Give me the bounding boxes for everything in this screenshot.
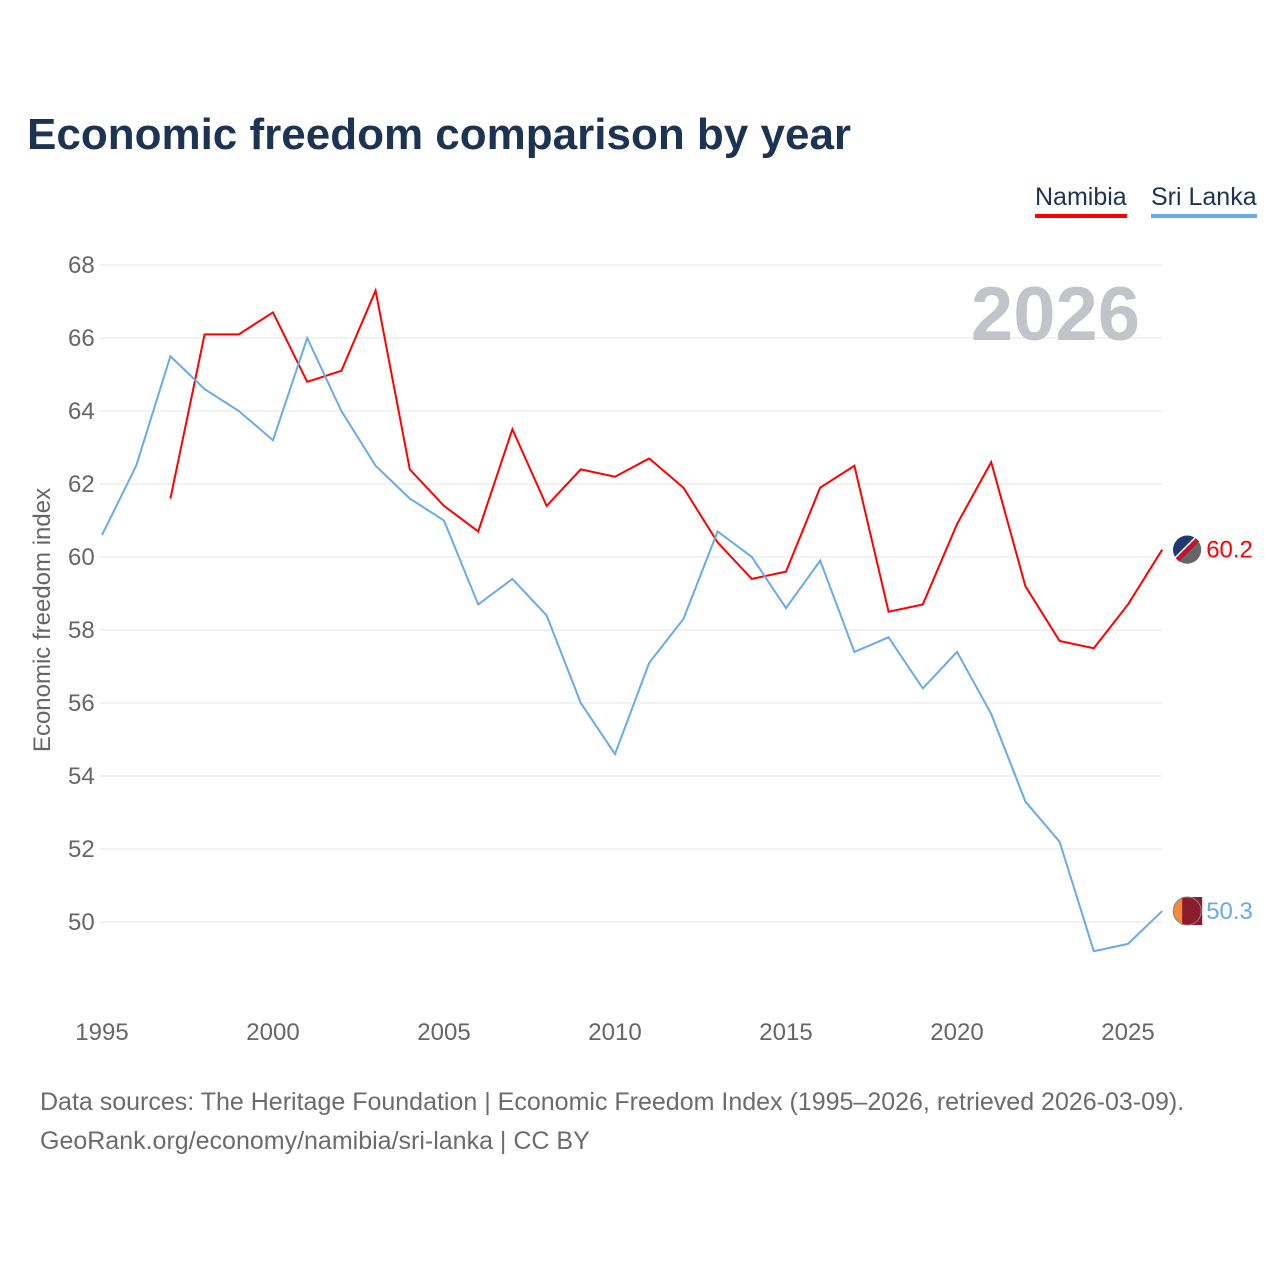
x-tick-label: 2020 (930, 1019, 983, 1046)
y-tick-label: 60 (68, 544, 95, 571)
y-tick-label: 62 (68, 471, 95, 498)
legend-namibia[interactable]: Namibia (1035, 183, 1127, 218)
y-tick-label: 50 (68, 909, 95, 936)
x-tick-label: 1995 (75, 1019, 128, 1046)
x-tick-label: 2010 (588, 1019, 641, 1046)
series-line-sri-lanka (101, 335, 1163, 953)
x-tick-label: 2005 (417, 1019, 470, 1046)
y-tick-label: 58 (68, 617, 95, 644)
sri-lanka-flag-icon (1172, 896, 1203, 926)
y-tick-label: 54 (68, 763, 95, 790)
x-tick-label: 2015 (759, 1019, 812, 1046)
footer-credit: GeoRank.org/economy/namibia/sri-lanka | … (40, 1127, 590, 1155)
end-value-label: 50.3 (1206, 898, 1253, 925)
series-line-namibia (169, 287, 1164, 650)
chart-title: Economic freedom comparison by year (27, 110, 852, 159)
y-tick-label: 68 (68, 252, 95, 279)
year-watermark: 2026 (971, 272, 1140, 357)
namibia-flag-icon (1173, 535, 1202, 564)
y-tick-label: 56 (68, 690, 95, 717)
y-tick-label: 64 (68, 398, 95, 425)
y-tick-label: 66 (68, 325, 95, 352)
x-tick-label: 2000 (246, 1019, 299, 1046)
y-axis-label: Economic freedom index (29, 488, 56, 752)
end-value-label: 60.2 (1206, 537, 1253, 564)
legend-sri-lanka[interactable]: Sri Lanka (1151, 183, 1257, 218)
y-tick-label: 52 (68, 836, 95, 863)
x-tick-label: 2025 (1101, 1019, 1154, 1046)
footer-sources: Data sources: The Heritage Foundation | … (40, 1088, 1185, 1116)
